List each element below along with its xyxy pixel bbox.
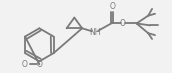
- Text: O: O: [120, 19, 126, 28]
- Text: O: O: [36, 60, 42, 69]
- Text: NH: NH: [89, 28, 100, 37]
- Text: O: O: [109, 2, 115, 11]
- Text: O: O: [22, 60, 28, 69]
